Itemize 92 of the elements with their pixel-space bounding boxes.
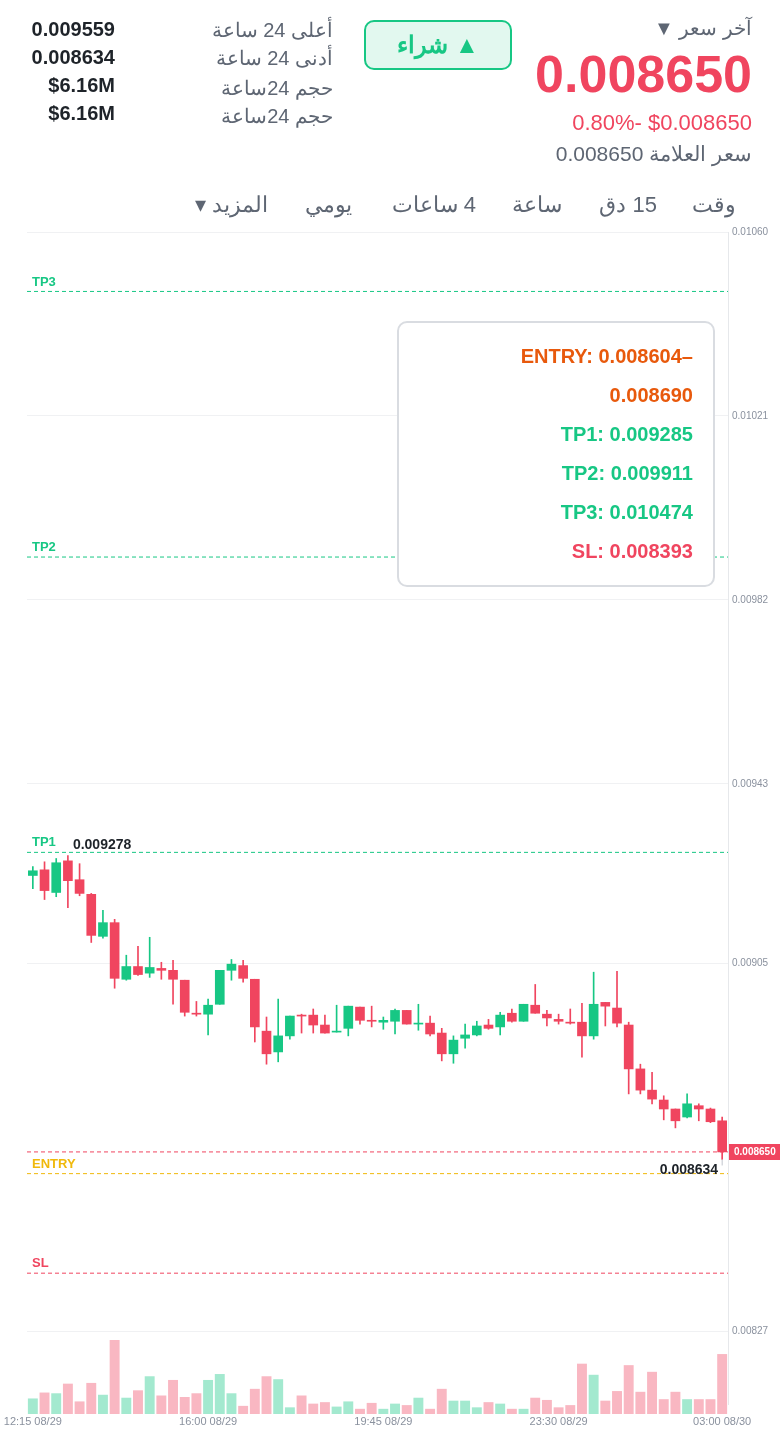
ref-line-label: ENTRY [32, 1155, 76, 1171]
bar [693, 1399, 704, 1414]
bar [51, 1393, 62, 1414]
bar [436, 1388, 447, 1414]
text: حجم 24ساعة [221, 76, 333, 100]
candlestick [600, 1002, 611, 1027]
text: $6.16M [48, 74, 115, 97]
y-tick-label: 0.00982 [732, 593, 769, 605]
bar [717, 1354, 728, 1414]
bar [249, 1388, 260, 1414]
bar [319, 1402, 330, 1414]
bar [471, 1407, 482, 1414]
bar [612, 1391, 622, 1414]
x-tick-label: 12:15 08/29 [3, 1415, 62, 1428]
bar [366, 1402, 377, 1414]
bar [541, 1399, 552, 1414]
y-tick-label: 0.00905 [732, 956, 769, 968]
annotation: TP2: 0.009911 [560, 461, 693, 486]
candlestick [144, 936, 155, 978]
annotation: TP3: 0.010474 [559, 500, 693, 525]
text: حجم 24ساعة [221, 104, 333, 128]
candlestick [168, 960, 178, 1005]
bar [133, 1390, 143, 1414]
bar [682, 1399, 693, 1414]
bar [600, 1400, 611, 1414]
annotation: SL: 0.008393 [570, 539, 693, 564]
bar [261, 1376, 272, 1414]
ref-line-label: TP1 [32, 834, 56, 850]
candlestick [273, 998, 284, 1063]
bar [506, 1408, 517, 1414]
text: ساعة [512, 192, 562, 218]
y-tick-label: 0.01021 [732, 409, 769, 421]
bar [355, 1408, 365, 1414]
bar [460, 1400, 471, 1414]
bar [168, 1379, 179, 1414]
y-tick-label: 0.00827 [732, 1324, 769, 1336]
text: أدنى 24 ساعة [215, 46, 333, 70]
bar [238, 1405, 249, 1414]
bar [156, 1395, 167, 1414]
bar [413, 1397, 424, 1414]
bar [576, 1363, 587, 1414]
y-tick-label: 0.01060 [732, 225, 769, 237]
annotation: ENTRY: 0.008604–0.008690 [519, 344, 693, 408]
bar [62, 1383, 73, 1414]
text: المزيد ▾ [194, 192, 268, 218]
text: ▲ شراء [364, 20, 512, 70]
ref-line-label: 0.008650 [734, 1145, 777, 1157]
bar [588, 1374, 599, 1414]
ref-line-label: TP2 [32, 539, 56, 555]
annotation: 0.008634 [659, 1161, 719, 1178]
candlestick [460, 1023, 470, 1049]
bar [27, 1398, 38, 1414]
bar [121, 1397, 132, 1414]
text: وقت [692, 192, 736, 218]
bar [284, 1407, 295, 1414]
x-tick-label: 23:30 08/29 [529, 1415, 588, 1428]
bar [144, 1376, 155, 1414]
bar [483, 1402, 494, 1414]
bar [203, 1379, 214, 1414]
ref-line-label: TP3 [32, 273, 56, 289]
text: 0.009559 [31, 18, 115, 41]
text: أعلى 24 ساعة [211, 18, 333, 42]
bar [97, 1394, 108, 1414]
ref-line-label: SL [32, 1255, 49, 1271]
bar [109, 1340, 120, 1414]
bar [530, 1397, 541, 1414]
text: سعر العلامة 0.008650 [555, 142, 752, 166]
annotation: TP1: 0.009285 [559, 422, 693, 447]
bar [647, 1371, 658, 1414]
bar [425, 1408, 436, 1414]
bar [448, 1400, 459, 1414]
text: 0.008634 [31, 46, 115, 69]
bar [495, 1403, 506, 1414]
text: 0.80%- $0.008650 [572, 110, 752, 136]
y-tick-label: 0.00943 [732, 777, 769, 789]
x-tick-label: 03:00 08/30 [693, 1415, 752, 1428]
text: $6.16M [48, 102, 115, 125]
text: 15 دق [599, 192, 657, 218]
candlestick [693, 1103, 704, 1122]
bar [705, 1399, 716, 1414]
text: يومي [305, 192, 352, 218]
bar [518, 1408, 529, 1414]
bar [401, 1405, 412, 1414]
bar [390, 1403, 400, 1414]
x-tick-label: 16:00 08/29 [179, 1415, 238, 1428]
text: 4 ساعات [391, 192, 476, 218]
x-tick-label: 19:45 08/29 [354, 1415, 413, 1428]
text: 0.008650 [535, 44, 752, 104]
bar [378, 1408, 389, 1414]
bar [273, 1379, 284, 1414]
annotation: 0.009278 [72, 835, 132, 852]
text: آخر سعر ▼ [654, 16, 752, 40]
